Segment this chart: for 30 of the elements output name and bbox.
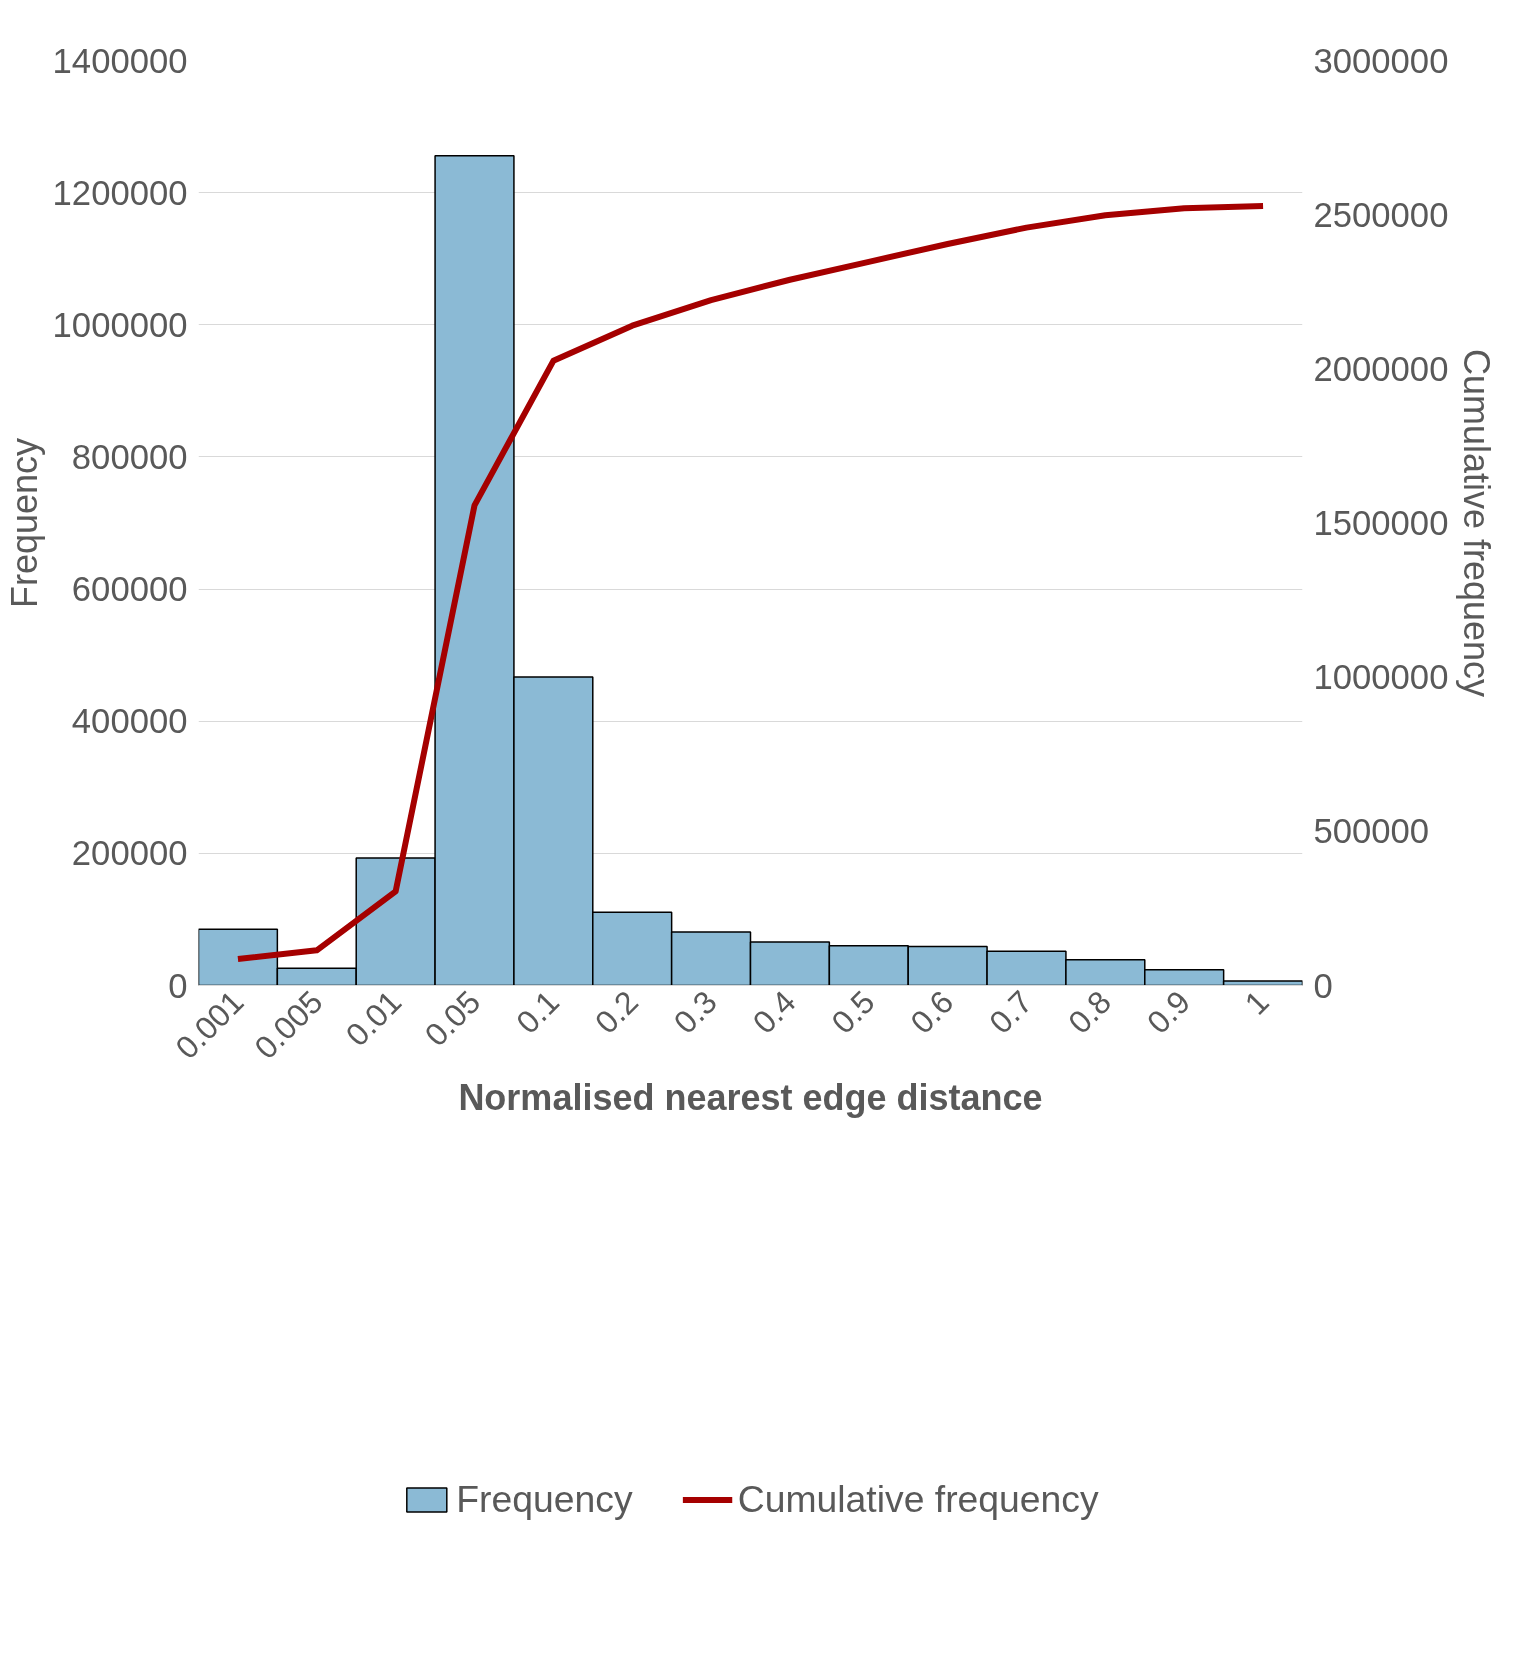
x-tick-label: 0.5 xyxy=(824,983,882,1041)
x-tick-label: 0.8 xyxy=(1061,983,1119,1041)
y2-tick-label: 1500000 xyxy=(1313,504,1449,542)
y-tick-label: 600000 xyxy=(71,570,188,609)
x-tick-label: 0.3 xyxy=(666,983,724,1041)
y2-tick-label: 500000 xyxy=(1313,812,1430,851)
x-tick-label: 0.2 xyxy=(588,983,645,1041)
y2-tick-label: 0 xyxy=(1313,966,1333,1005)
legend-label: Cumulative frequency xyxy=(737,1477,1099,1521)
x-axis-title: Normalised nearest edge distance xyxy=(458,1076,1043,1118)
y2-tick-label: 2500000 xyxy=(1313,195,1449,234)
y2-axis-title: Cumulative frequency xyxy=(1456,348,1498,698)
x-tick-label: 0.7 xyxy=(982,983,1040,1041)
y2-tick-label: 3000000 xyxy=(1313,41,1449,80)
legend-label: Frequency xyxy=(456,1477,633,1521)
x-tick-label: 0.4 xyxy=(745,983,803,1041)
x-tick-label: 1 xyxy=(1237,983,1276,1022)
y-axis-title: Frequency xyxy=(3,437,45,609)
y-tick-label: 200000 xyxy=(71,834,188,873)
x-tick-label: 0.01 xyxy=(338,983,409,1054)
y-tick-label: 800000 xyxy=(71,437,188,476)
x-tick-label: 0.1 xyxy=(509,983,567,1041)
y2-tick-label: 1000000 xyxy=(1313,658,1449,697)
y-tick-label: 1000000 xyxy=(52,305,188,344)
y-tick-label: 1200000 xyxy=(52,173,188,212)
y-tick-label: 1400000 xyxy=(52,41,188,80)
x-tick-label: 0.9 xyxy=(1140,983,1197,1041)
y2-tick-label: 2000000 xyxy=(1313,349,1449,388)
x-tick-label: 0.6 xyxy=(903,983,961,1041)
y-tick-label: 400000 xyxy=(71,702,188,741)
